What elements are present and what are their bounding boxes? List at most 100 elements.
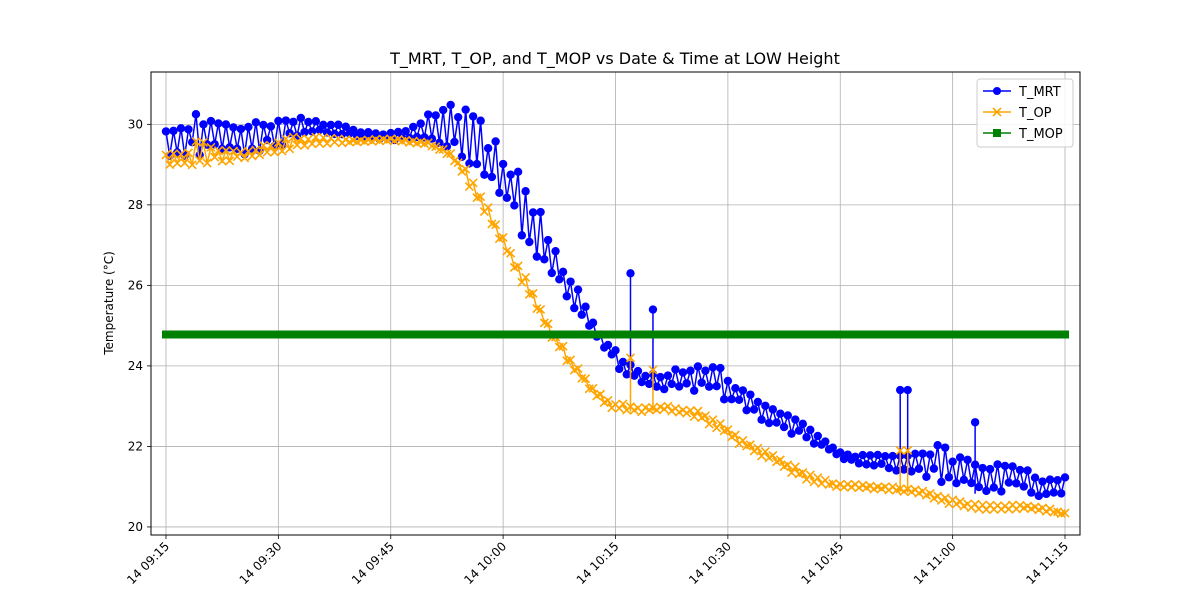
data-point [161,150,171,160]
x-marker-stroke [483,203,493,213]
data-point [528,288,538,298]
data-point [255,150,265,160]
data-point [798,468,808,478]
data-point [322,138,332,149]
data-point [285,144,295,154]
series-t-mop [161,330,1070,339]
spike-point [895,385,905,395]
data-point [543,235,553,245]
data-point [1012,479,1021,488]
x-marker-stroke [198,137,209,148]
data-point [229,123,238,132]
x-marker-stroke [438,144,448,154]
data-point [221,120,231,129]
data-point [199,120,208,129]
data-point [300,127,309,137]
data-point [528,208,538,217]
x-marker-stroke [502,246,512,256]
data-point [1049,488,1058,497]
data-point [794,426,804,435]
data-point [813,431,822,441]
data-point [570,303,579,313]
spike-point [648,305,658,314]
data-point [300,140,310,150]
data-point [525,237,534,247]
data-point [480,170,489,179]
data-point [716,363,725,373]
data-point [790,462,800,472]
data-point [394,127,403,137]
data-point [753,397,763,407]
x-marker-stroke [281,134,291,144]
data-point [259,120,268,130]
x-marker-stroke [172,158,182,168]
x-marker-stroke [251,145,261,155]
data-point [228,146,238,156]
x-marker-stroke [408,136,418,146]
data-point [678,368,688,377]
data-point [884,463,894,473]
data-point [757,415,766,424]
data-point [483,144,493,153]
data-point [442,149,452,159]
x-marker-stroke [258,140,268,150]
data-point [768,405,778,414]
x-marker-stroke [625,353,636,363]
x-marker-stroke [798,468,808,478]
data-point [753,443,763,453]
x-marker-stroke [225,156,235,166]
data-point [791,415,800,424]
data-point [206,142,216,152]
data-point [701,366,710,375]
data-point [424,110,433,119]
y-tick-label: 26 [128,278,143,292]
data-point [476,116,485,125]
data-point [603,340,613,350]
data-point [914,464,924,473]
data-point [633,366,643,376]
data-point [967,478,976,488]
x-marker-stroke [738,435,748,445]
data-point [708,363,718,372]
data-point [719,395,729,404]
data-point [682,379,691,388]
data-point [955,453,965,462]
data-point [813,473,823,483]
x-marker-stroke [348,136,358,146]
data-point [723,376,733,386]
data-point [963,455,972,465]
data-point [595,389,606,399]
data-point [506,170,515,179]
data-point [618,357,628,367]
data-point [180,158,190,168]
x-marker-stroke [236,147,246,157]
x-marker-stroke [648,365,658,375]
data-point [588,318,598,327]
data-point [772,418,781,427]
x-marker-stroke [491,220,501,230]
x-marker-stroke [300,140,310,150]
data-point [277,146,287,156]
data-point [611,346,620,355]
data-point [738,386,748,395]
legend-marker [992,107,1002,117]
x-marker-stroke [243,146,253,156]
data-point [191,110,201,119]
data-point [446,148,456,159]
data-point [416,119,425,128]
data-point [236,124,246,134]
x-marker-stroke [708,415,718,425]
data-point [244,122,253,132]
data-point [734,395,744,405]
data-point [738,435,748,445]
x-marker-stroke [588,383,598,393]
x-marker-stroke [371,134,381,144]
data-point [558,267,568,277]
data-point [240,153,250,163]
x-marker-stroke [180,158,190,168]
x-marker-stroke [363,135,373,145]
data-point [521,187,530,196]
x-marker-stroke [775,455,785,465]
data-point [577,373,587,383]
